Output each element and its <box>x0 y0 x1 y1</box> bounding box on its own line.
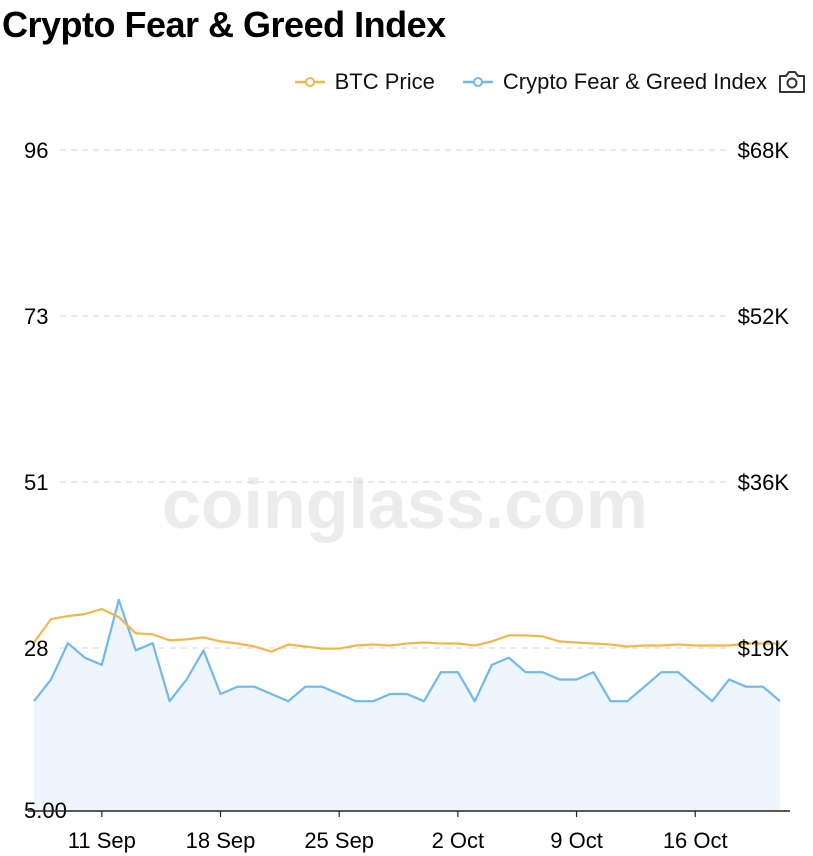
y-right-tick-label: $36K <box>738 470 790 495</box>
chart-legend: BTC Price Crypto Fear & Greed Index <box>267 68 807 96</box>
legend-label-fear-greed-index: Crypto Fear & Greed Index <box>502 69 767 94</box>
fear-greed-area <box>34 599 780 810</box>
watermark-text: coinglass.com <box>162 465 648 543</box>
legend-swatch-btc-price <box>294 77 325 87</box>
series-line-btc-price <box>33 607 780 653</box>
legend-item-btc-price[interactable]: BTC Price <box>294 69 435 95</box>
y-right-tick-label: $68K <box>738 138 790 163</box>
x-tick-label: 25 Sep <box>304 828 374 853</box>
y-right-tick-label: $52K <box>738 304 790 329</box>
x-tick-label: 9 Oct <box>550 828 603 853</box>
x-tick-label: 11 Sep <box>68 828 136 853</box>
y-left-tick-label: 73 <box>24 304 48 329</box>
y-left-tick-label: 28 <box>24 636 48 661</box>
series-line-fear-greed-index <box>33 598 781 703</box>
legend-label-btc-price: BTC Price <box>334 69 435 94</box>
y-left-tick-label: 96 <box>24 138 48 163</box>
series-layer <box>33 598 781 810</box>
grid-lines <box>60 149 730 649</box>
page-title: Crypto Fear & Greed Index <box>2 4 446 45</box>
x-tick-label: 2 Oct <box>432 828 485 853</box>
legend-swatch-fear-greed-index <box>462 77 493 87</box>
x-tick-label: 16 Oct <box>663 828 728 853</box>
camera-icon[interactable] <box>777 68 807 96</box>
x-tick-label: 18 Sep <box>186 828 256 853</box>
legend-item-fear-greed-index[interactable]: Crypto Fear & Greed Index <box>462 69 767 95</box>
y-right-tick-label: $19K <box>738 636 790 661</box>
y-left-tick-label: 51 <box>24 470 48 495</box>
